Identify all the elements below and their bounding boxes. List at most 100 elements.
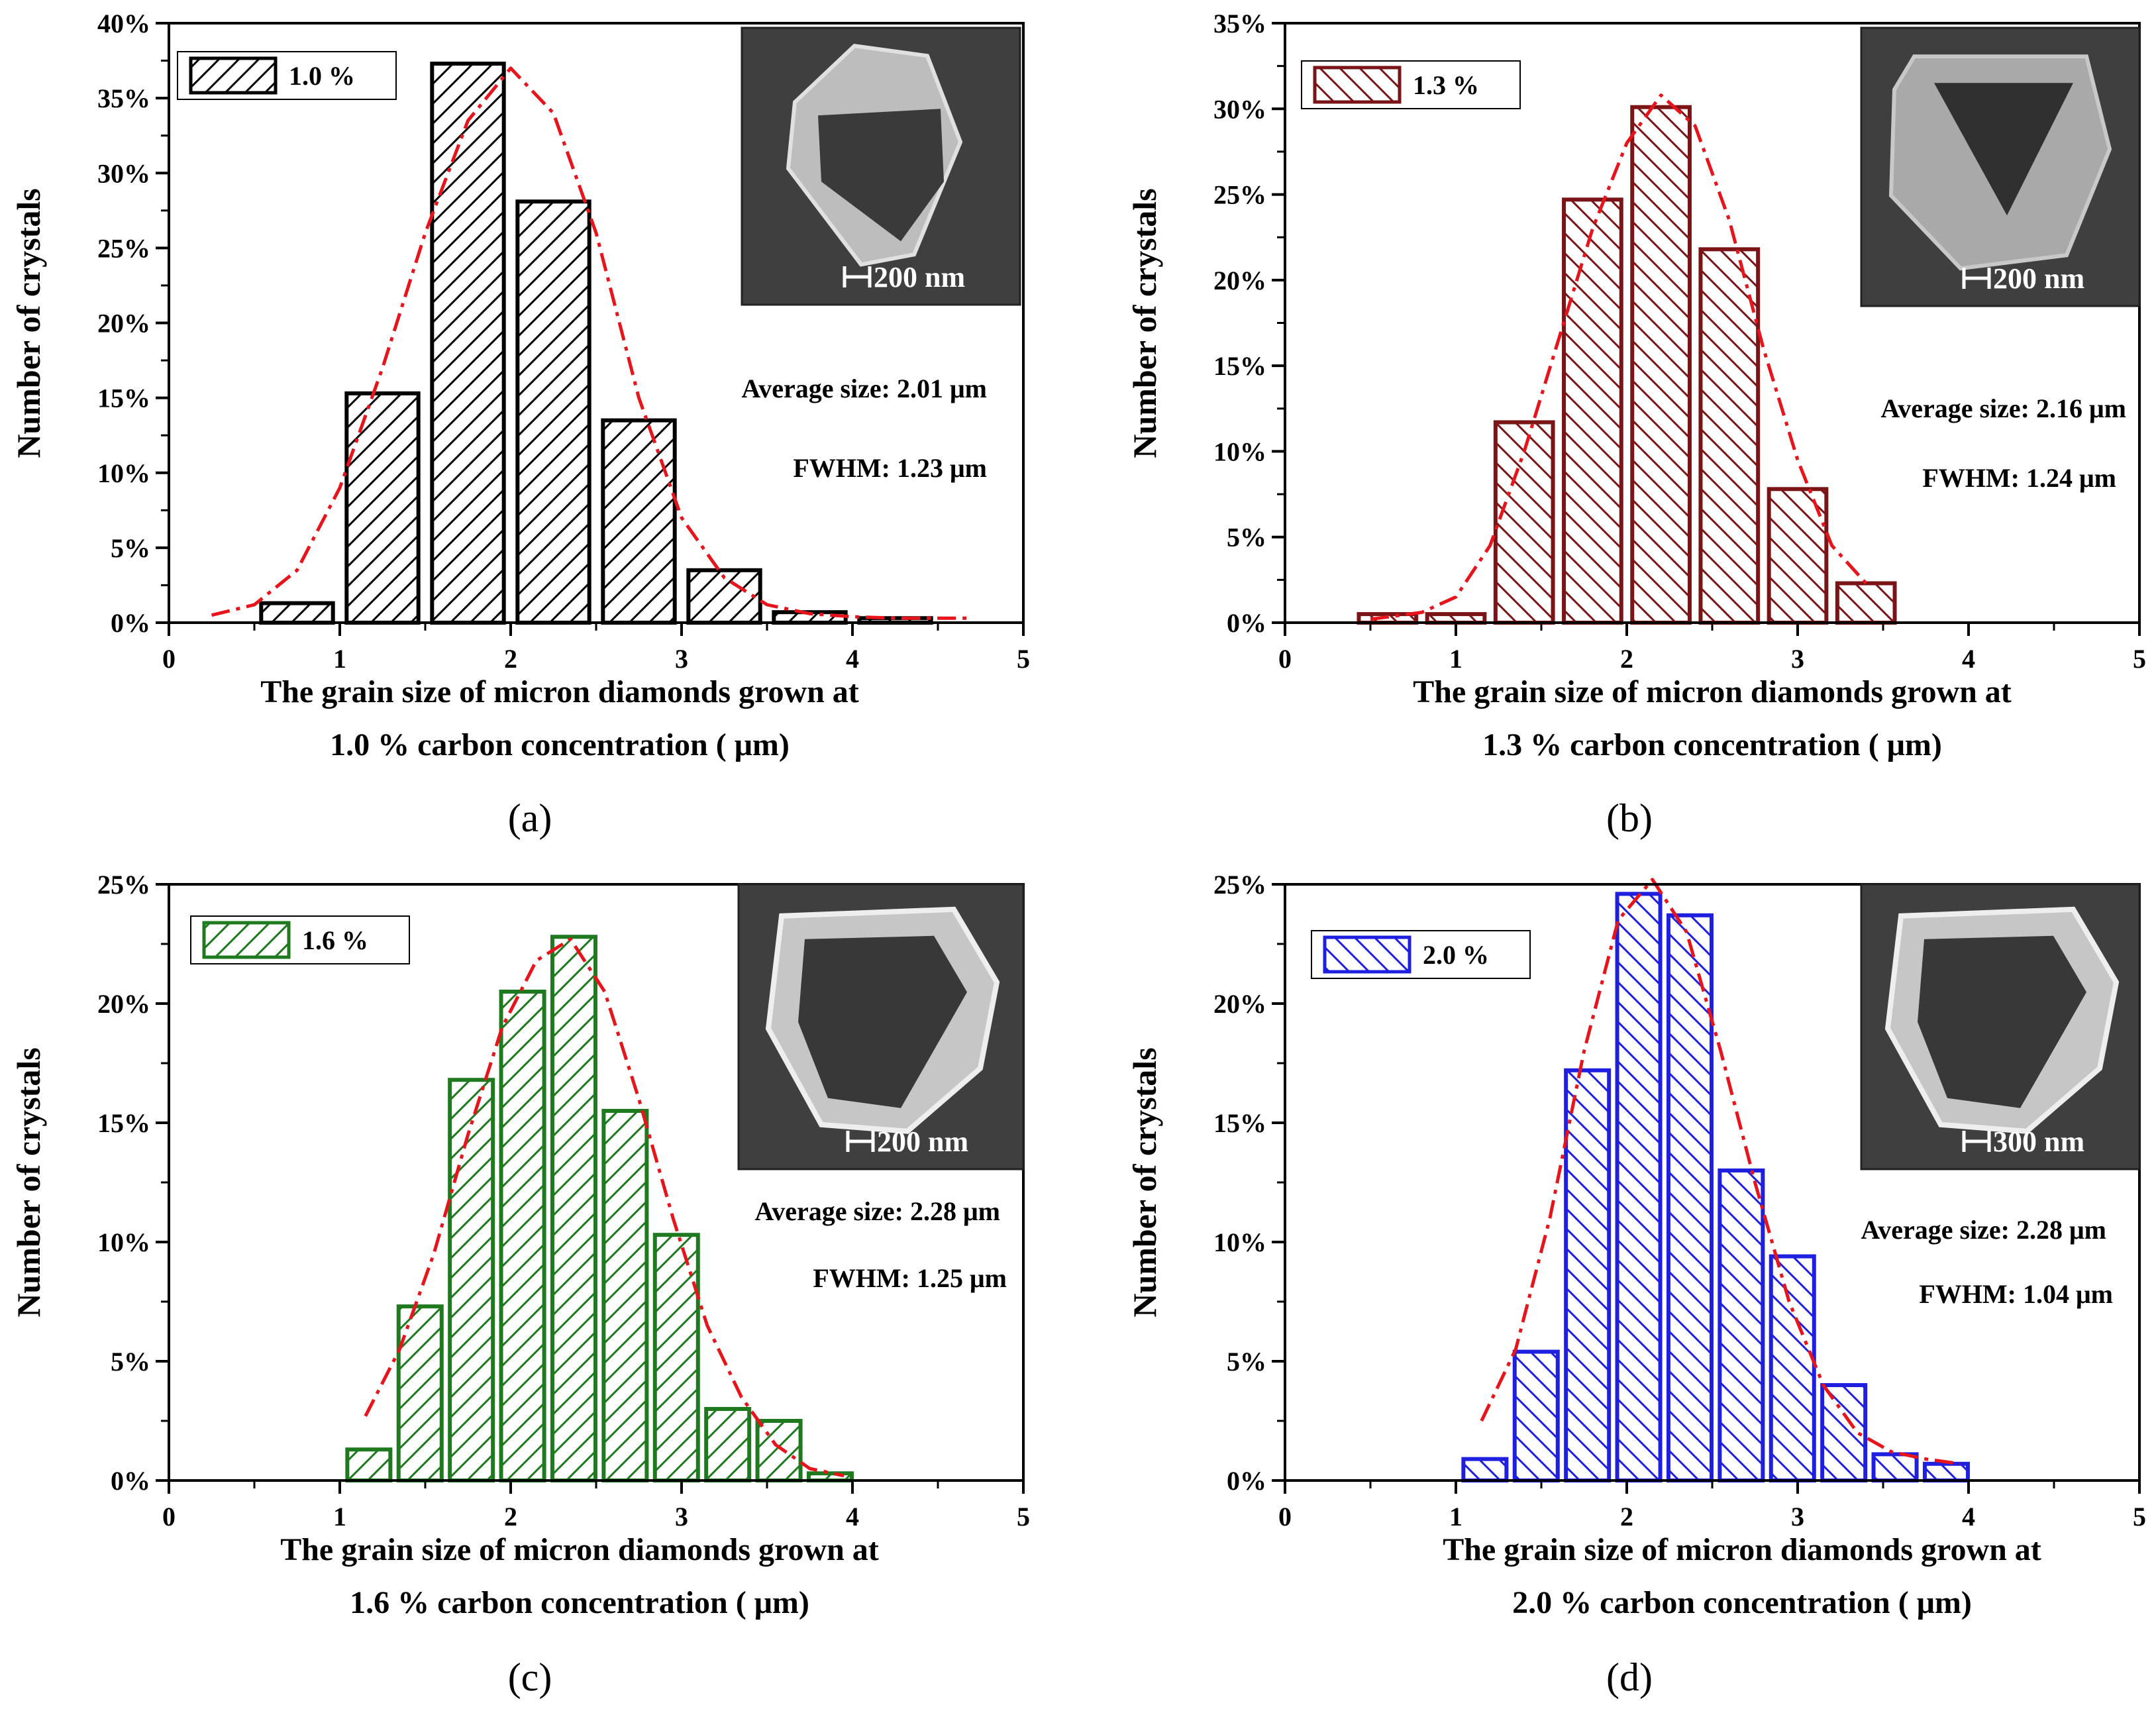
sem-inset-image: 200 nm bbox=[741, 26, 1021, 306]
chart-panel-d: 0 1 2 3 4 5 0% 5% 10% 15% 20% 25% Number of crystals… bbox=[1126, 870, 2146, 1699]
y-tick-label: 0% bbox=[1227, 608, 1266, 638]
y-tick-label: 15% bbox=[97, 1108, 150, 1138]
y-axis-label: Number of crystals bbox=[1126, 188, 1163, 458]
bar bbox=[499, 990, 546, 1482]
y-tick-label: 10% bbox=[97, 1227, 150, 1257]
bar bbox=[1630, 105, 1692, 625]
y-tick-label: 20% bbox=[1213, 266, 1266, 295]
bar bbox=[1666, 913, 1714, 1483]
bar bbox=[755, 1419, 803, 1482]
y-tick-label: 10% bbox=[97, 458, 150, 488]
bar bbox=[1512, 1349, 1560, 1482]
bar bbox=[1871, 1452, 1919, 1482]
y-tick-label: 5% bbox=[111, 1347, 150, 1376]
x-tick-label: 4 bbox=[1962, 644, 1975, 674]
y-tick-label: 0% bbox=[111, 608, 150, 638]
y-tick-label: 0% bbox=[1227, 1466, 1266, 1496]
x-tick-label: 5 bbox=[1017, 1502, 1030, 1531]
scale-bar-label: 200 nm bbox=[1993, 262, 2084, 295]
sem-inset-image: 200 nm bbox=[1860, 26, 2141, 307]
bar bbox=[1769, 1254, 1816, 1482]
bar bbox=[396, 1304, 444, 1482]
x-tick-label: 2 bbox=[504, 1502, 517, 1531]
y-tick-label: 20% bbox=[97, 989, 150, 1019]
annotation: FWHM: 1.04 μm bbox=[1919, 1279, 2113, 1309]
x-axis-label: 1.0 % carbon concentration ( μm) bbox=[330, 727, 790, 762]
y-axis-label: Number of crystals bbox=[1126, 1047, 1163, 1317]
chart-panel-a: 0 1 2 3 4 5 0% 5% 10% 15% 20% 25% 30% 35% 40% Number of… bbox=[10, 9, 1030, 840]
bar bbox=[601, 418, 677, 625]
bar bbox=[430, 62, 506, 625]
x-tick-label: 0 bbox=[1278, 1502, 1292, 1531]
y-tick-label: 5% bbox=[1227, 523, 1266, 552]
y-tick-label: 0% bbox=[111, 1466, 150, 1496]
annotation: Average size: 2.28 μm bbox=[1861, 1215, 2106, 1245]
x-tick-label: 2 bbox=[1620, 1502, 1633, 1531]
y-tick-label: 5% bbox=[1227, 1347, 1266, 1376]
annotation: Average size: 2.16 μm bbox=[1880, 393, 2126, 423]
x-tick-label: 3 bbox=[1791, 644, 1804, 674]
bar bbox=[550, 935, 597, 1482]
x-tick-label: 1 bbox=[1449, 644, 1463, 674]
scale-bar-label: 200 nm bbox=[874, 261, 965, 293]
y-tick-label: 15% bbox=[1213, 351, 1266, 381]
legend-label: 1.6 % bbox=[302, 925, 368, 955]
y-tick-label: 20% bbox=[97, 309, 150, 338]
y-tick-label: 10% bbox=[1213, 437, 1266, 466]
crystal-facet bbox=[1918, 935, 2086, 1108]
sem-inset-image: 300 nm bbox=[1860, 883, 2141, 1170]
chart-panel-b: 0 1 2 3 4 5 0% 5% 10% 15% 20% 25% 30% 35% Number of cr… bbox=[1126, 9, 2146, 840]
x-tick-label: 4 bbox=[846, 1502, 859, 1531]
y-tick-label: 30% bbox=[1213, 94, 1266, 124]
x-tick-label: 0 bbox=[162, 1502, 176, 1531]
bar bbox=[601, 1109, 649, 1482]
x-axis-label: 2.0 % carbon concentration ( μm) bbox=[1512, 1585, 1972, 1620]
y-tick-label: 15% bbox=[97, 384, 150, 413]
x-tick-label: 0 bbox=[162, 644, 176, 674]
legend-label: 1.0 % bbox=[289, 61, 355, 91]
bar bbox=[1461, 1457, 1509, 1483]
x-axis-label: The grain size of micron diamonds grown … bbox=[1443, 1532, 2041, 1567]
annotation: Average size: 2.28 μm bbox=[754, 1196, 1000, 1226]
panel-label: (d) bbox=[1606, 1655, 1653, 1699]
legend-swatch bbox=[1313, 66, 1402, 104]
annotation: FWHM: 1.25 μm bbox=[813, 1263, 1007, 1293]
x-tick-label: 1 bbox=[333, 644, 346, 674]
panel-label: (c) bbox=[508, 1655, 552, 1699]
bar bbox=[704, 1407, 752, 1482]
y-tick-label: 40% bbox=[97, 9, 150, 38]
x-axis-label: The grain size of micron diamonds grown … bbox=[260, 674, 859, 709]
crystal-facet bbox=[818, 109, 944, 242]
bar bbox=[1698, 247, 1761, 625]
x-tick-label: 5 bbox=[1017, 644, 1030, 674]
x-tick-label: 2 bbox=[1620, 644, 1633, 674]
y-tick-label: 15% bbox=[1213, 1108, 1266, 1138]
scale-bar-label: 200 nm bbox=[877, 1125, 968, 1158]
annotation: Average size: 2.01 μm bbox=[741, 374, 987, 403]
bar bbox=[1922, 1461, 1970, 1483]
fit-curve bbox=[364, 937, 845, 1478]
bar bbox=[1564, 1068, 1612, 1483]
annotation: FWHM: 1.24 μm bbox=[1922, 463, 2116, 493]
fit-curve bbox=[1480, 878, 1961, 1466]
x-axis-label: The grain size of micron diamonds grown … bbox=[280, 1532, 879, 1567]
legend-swatch bbox=[189, 56, 278, 95]
y-tick-label: 10% bbox=[1213, 1227, 1266, 1257]
panel-label: (a) bbox=[508, 796, 552, 840]
x-tick-label: 0 bbox=[1278, 644, 1292, 674]
x-axis-label: 1.6 % carbon concentration ( μm) bbox=[350, 1585, 809, 1620]
annotation: FWHM: 1.23 μm bbox=[793, 453, 987, 483]
legend-label: 2.0 % bbox=[1423, 940, 1489, 970]
x-tick-label: 1 bbox=[333, 1502, 346, 1531]
x-tick-label: 4 bbox=[846, 644, 859, 674]
legend-swatch bbox=[202, 921, 291, 959]
x-tick-label: 3 bbox=[675, 1502, 688, 1531]
bar bbox=[1562, 197, 1623, 625]
panel-label: (b) bbox=[1606, 796, 1653, 840]
y-tick-label: 25% bbox=[97, 870, 150, 900]
x-tick-label: 5 bbox=[2133, 1502, 2146, 1531]
x-tick-label: 3 bbox=[675, 644, 688, 674]
x-tick-label: 1 bbox=[1449, 1502, 1463, 1531]
y-tick-label: 25% bbox=[1213, 870, 1266, 900]
